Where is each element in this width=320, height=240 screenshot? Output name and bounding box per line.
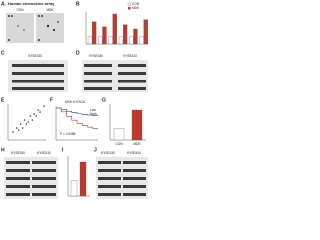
- blot-bands: [84, 64, 146, 90]
- legend-label: MDK: [132, 6, 140, 10]
- panel-title: Human chemokine array: [8, 1, 55, 6]
- bar: [98, 36, 103, 45]
- panel-label: E: [1, 97, 5, 103]
- legend-label: High: [90, 112, 97, 116]
- panel-label: D: [76, 50, 80, 56]
- bar: [112, 13, 117, 45]
- scatter-point: [23, 119, 26, 121]
- bar: [108, 36, 113, 45]
- scatter-point: [19, 123, 22, 125]
- scatter-point: [31, 119, 34, 121]
- cell-label: KYSE410: [123, 54, 137, 58]
- cell-label: KYSE410: [37, 151, 51, 155]
- scatter-point: [39, 111, 41, 113]
- cell-label: KYSE150: [28, 54, 42, 58]
- legend-label: Low: [90, 108, 97, 112]
- panel-label: I: [62, 147, 64, 153]
- x-label: MDK: [133, 142, 141, 146]
- bar: [87, 36, 93, 45]
- panel-label: B: [76, 1, 80, 7]
- scatter-point: [35, 115, 38, 117]
- scatter-point: [33, 113, 36, 115]
- column-label: MDK: [46, 8, 54, 12]
- array-membrane: [36, 13, 64, 43]
- chart-title: MDK in ESCA: [65, 100, 86, 104]
- blot-bands: [98, 161, 146, 196]
- bar: [102, 26, 107, 45]
- cell-label: KYSE150: [11, 151, 25, 155]
- panel-label: C: [1, 50, 5, 56]
- scatter-point: [21, 127, 24, 129]
- array-spots: [8, 15, 59, 41]
- panel-label: F: [50, 97, 53, 103]
- bar: [131, 109, 143, 141]
- bar: [123, 24, 128, 45]
- panel-label: H: [1, 147, 5, 153]
- scatter-point: [17, 129, 20, 131]
- bar: [143, 19, 148, 45]
- panel-label: G: [102, 97, 106, 103]
- bar: [133, 28, 138, 45]
- bar: [113, 128, 125, 141]
- bar: [79, 161, 87, 197]
- bar: [139, 36, 144, 45]
- cell-label: KYSE150: [101, 151, 115, 155]
- x-label: CON: [115, 142, 123, 146]
- scatter-point: [43, 105, 45, 107]
- bar: [92, 21, 97, 45]
- scatter-point: [15, 127, 18, 129]
- column-label: CON: [16, 8, 24, 12]
- scatter-point: [37, 109, 39, 111]
- survival-curve: [56, 107, 98, 116]
- scatter-point: [27, 121, 30, 123]
- bar: [118, 36, 124, 45]
- survival-curve: [56, 107, 98, 129]
- array-membrane: [6, 13, 34, 43]
- panel-label: A.: [1, 1, 7, 7]
- blot-bands: [6, 161, 56, 196]
- cell-label: KYSE150: [89, 54, 103, 58]
- scatter-point: [12, 131, 14, 133]
- legend-label: CON: [132, 2, 140, 6]
- bar: [129, 36, 134, 45]
- scatter-point: [29, 115, 32, 117]
- legend-swatch: [127, 2, 131, 6]
- bar: [70, 180, 78, 197]
- cell-label: KYSE410: [127, 151, 141, 155]
- p-value: P = 0.0086: [60, 132, 76, 136]
- figure: A. Human chemokine array CON MDK B CON M…: [1, 1, 148, 199]
- scatter-point: [25, 123, 28, 125]
- legend-swatch: [128, 7, 131, 10]
- panel-label: J: [94, 147, 97, 153]
- blot-bands: [12, 64, 64, 90]
